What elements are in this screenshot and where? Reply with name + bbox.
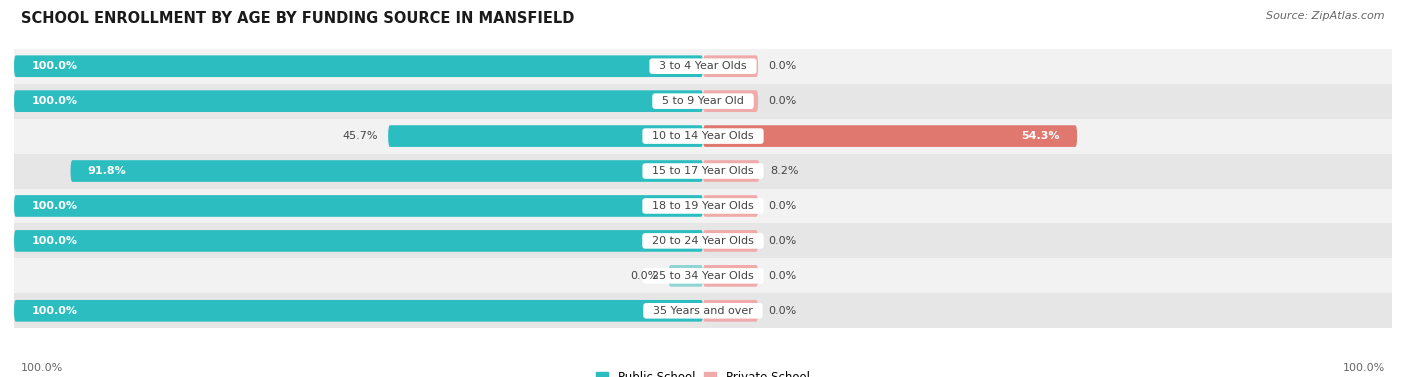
Bar (14, 153, 1392, 188)
Text: 18 to 19 Year Olds: 18 to 19 Year Olds (645, 201, 761, 211)
Text: 0.0%: 0.0% (769, 236, 797, 246)
FancyBboxPatch shape (703, 160, 759, 182)
Text: 3 to 4 Year Olds: 3 to 4 Year Olds (652, 61, 754, 71)
Text: 100.0%: 100.0% (1343, 363, 1385, 373)
Bar (14, 258, 1392, 293)
Text: 54.3%: 54.3% (1021, 131, 1060, 141)
FancyBboxPatch shape (703, 125, 1077, 147)
Text: 10 to 14 Year Olds: 10 to 14 Year Olds (645, 131, 761, 141)
Bar (14, 224, 1392, 258)
FancyBboxPatch shape (14, 195, 703, 217)
Text: 8.2%: 8.2% (770, 166, 799, 176)
Text: 100.0%: 100.0% (31, 61, 77, 71)
FancyBboxPatch shape (14, 230, 703, 252)
FancyBboxPatch shape (703, 55, 758, 77)
Text: 100.0%: 100.0% (31, 96, 77, 106)
Text: 0.0%: 0.0% (769, 271, 797, 281)
FancyBboxPatch shape (669, 265, 703, 287)
Text: 91.8%: 91.8% (87, 166, 127, 176)
Text: SCHOOL ENROLLMENT BY AGE BY FUNDING SOURCE IN MANSFIELD: SCHOOL ENROLLMENT BY AGE BY FUNDING SOUR… (21, 11, 575, 26)
Text: Source: ZipAtlas.com: Source: ZipAtlas.com (1267, 11, 1385, 21)
FancyBboxPatch shape (703, 195, 758, 217)
FancyBboxPatch shape (388, 125, 703, 147)
Text: 100.0%: 100.0% (31, 201, 77, 211)
FancyBboxPatch shape (14, 55, 703, 77)
Text: 0.0%: 0.0% (769, 61, 797, 71)
Text: 20 to 24 Year Olds: 20 to 24 Year Olds (645, 236, 761, 246)
Text: 25 to 34 Year Olds: 25 to 34 Year Olds (645, 271, 761, 281)
Text: 5 to 9 Year Old: 5 to 9 Year Old (655, 96, 751, 106)
Text: 0.0%: 0.0% (769, 96, 797, 106)
Text: 35 Years and over: 35 Years and over (647, 306, 759, 316)
Text: 45.7%: 45.7% (342, 131, 378, 141)
FancyBboxPatch shape (703, 230, 758, 252)
Text: 100.0%: 100.0% (31, 236, 77, 246)
Bar (14, 293, 1392, 328)
Text: 0.0%: 0.0% (769, 201, 797, 211)
Bar (14, 49, 1392, 84)
Bar (14, 188, 1392, 224)
Text: 15 to 17 Year Olds: 15 to 17 Year Olds (645, 166, 761, 176)
FancyBboxPatch shape (14, 90, 703, 112)
FancyBboxPatch shape (14, 300, 703, 322)
FancyBboxPatch shape (703, 90, 758, 112)
Legend: Public School, Private School: Public School, Private School (592, 366, 814, 377)
FancyBboxPatch shape (70, 160, 703, 182)
FancyBboxPatch shape (703, 265, 758, 287)
Text: 100.0%: 100.0% (21, 363, 63, 373)
Bar (14, 119, 1392, 153)
Text: 100.0%: 100.0% (31, 306, 77, 316)
FancyBboxPatch shape (703, 300, 758, 322)
Text: 0.0%: 0.0% (630, 271, 658, 281)
Bar (14, 84, 1392, 119)
Text: 0.0%: 0.0% (769, 306, 797, 316)
